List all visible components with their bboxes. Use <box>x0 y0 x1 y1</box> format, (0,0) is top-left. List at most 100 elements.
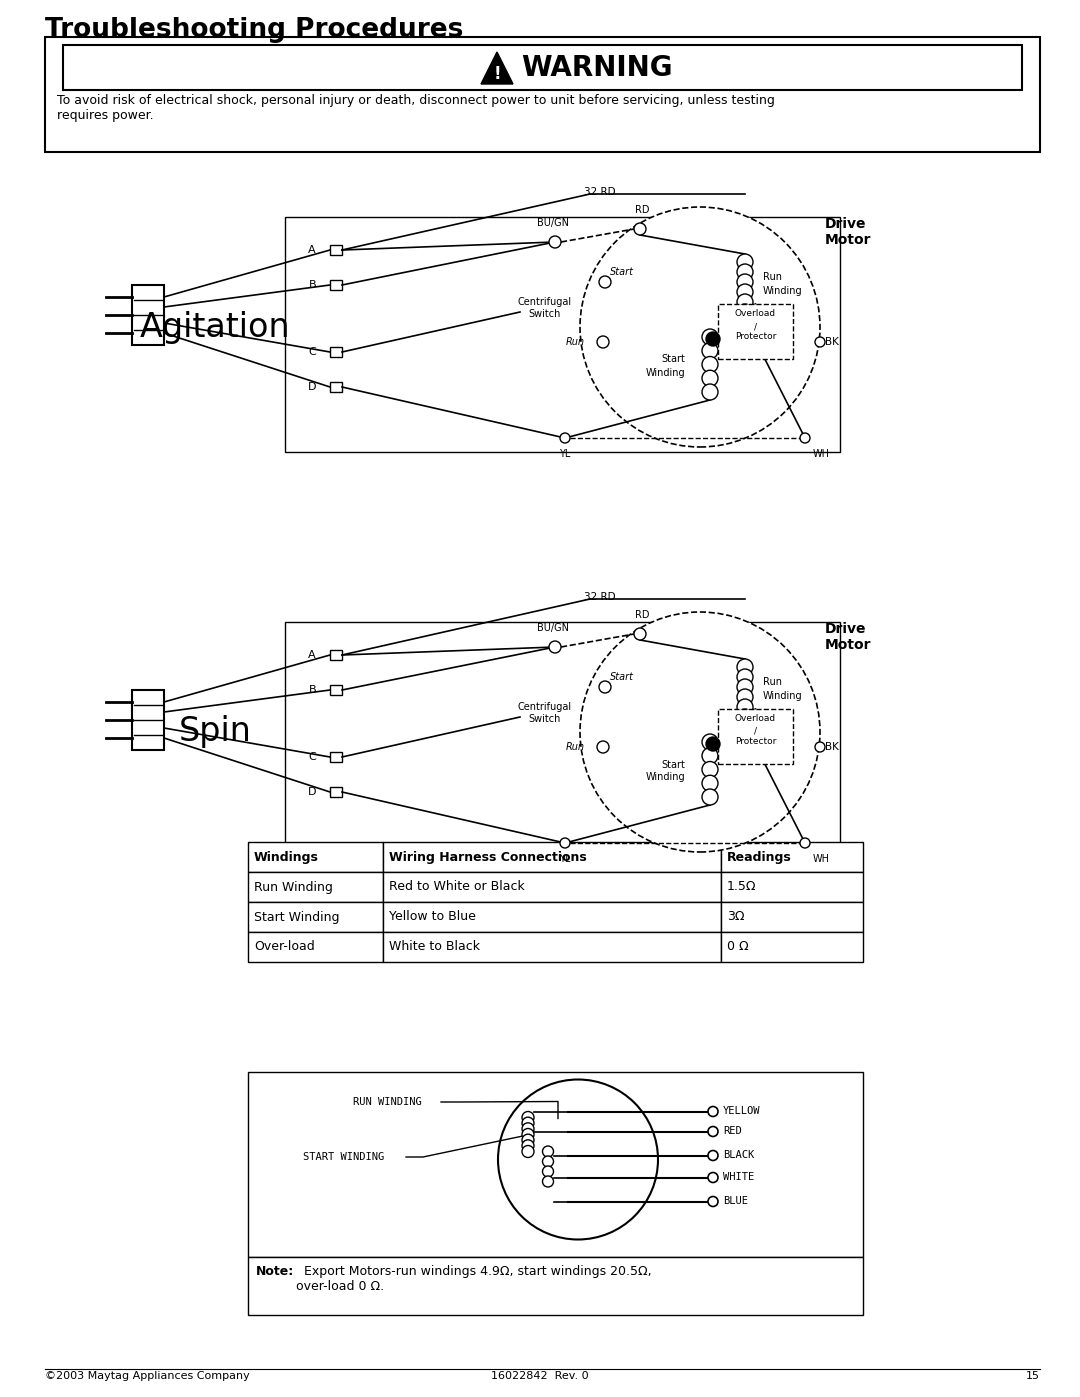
Text: Drive: Drive <box>825 217 866 231</box>
Bar <box>383 872 721 902</box>
Text: Winding: Winding <box>762 286 802 296</box>
Circle shape <box>702 747 718 764</box>
Circle shape <box>737 679 753 694</box>
Text: /: / <box>754 321 757 331</box>
Bar <box>248 902 383 932</box>
Circle shape <box>561 838 570 848</box>
Text: BU/GN: BU/GN <box>537 623 569 633</box>
Text: YL: YL <box>559 448 570 460</box>
Text: Overload: Overload <box>734 309 777 319</box>
Bar <box>330 787 342 798</box>
Text: A: A <box>309 650 316 659</box>
Circle shape <box>737 669 753 685</box>
Circle shape <box>737 710 753 725</box>
Circle shape <box>522 1140 534 1153</box>
Bar <box>285 622 840 856</box>
Circle shape <box>702 761 718 778</box>
Circle shape <box>737 293 753 310</box>
Text: Note:: Note: <box>256 1266 294 1278</box>
Bar <box>63 45 1022 89</box>
Bar <box>721 842 863 872</box>
Circle shape <box>708 1106 718 1116</box>
Bar <box>248 842 383 872</box>
Circle shape <box>542 1176 554 1187</box>
Text: 1.5Ω: 1.5Ω <box>727 880 756 894</box>
Circle shape <box>599 277 611 288</box>
Text: Agitation: Agitation <box>139 310 291 344</box>
Bar <box>718 710 793 764</box>
Circle shape <box>597 337 609 348</box>
Text: Export Motors-run windings 4.9Ω, start windings 20.5Ω,
over-load 0 Ω.: Export Motors-run windings 4.9Ω, start w… <box>296 1266 651 1294</box>
Circle shape <box>708 1151 718 1161</box>
Text: Red to White or Black: Red to White or Black <box>389 880 525 894</box>
Bar <box>721 932 863 963</box>
Text: Run: Run <box>566 742 584 752</box>
Bar <box>330 279 342 291</box>
Text: /: / <box>754 726 757 736</box>
Text: D: D <box>308 381 316 393</box>
Bar <box>383 842 721 872</box>
Circle shape <box>708 1172 718 1182</box>
Text: Start: Start <box>661 760 685 770</box>
Text: B: B <box>309 279 316 291</box>
Text: D: D <box>308 787 316 798</box>
Text: Start: Start <box>610 267 634 277</box>
Text: To avoid risk of electrical shock, personal injury or death, disconnect power to: To avoid risk of electrical shock, perso… <box>57 94 774 122</box>
Circle shape <box>702 733 718 750</box>
Circle shape <box>708 1196 718 1207</box>
Text: RUN WINDING: RUN WINDING <box>353 1097 422 1106</box>
Text: WH: WH <box>813 448 831 460</box>
Text: WHITE: WHITE <box>723 1172 754 1182</box>
Text: Wiring Harness Connections: Wiring Harness Connections <box>389 851 586 863</box>
Bar <box>718 305 793 359</box>
Text: Drive: Drive <box>825 622 866 636</box>
Bar <box>248 1257 863 1315</box>
Text: 0 Ω: 0 Ω <box>727 940 748 954</box>
Circle shape <box>702 370 718 386</box>
Text: Start: Start <box>610 672 634 682</box>
Text: Yellow to Blue: Yellow to Blue <box>389 911 476 923</box>
Circle shape <box>522 1134 534 1146</box>
Circle shape <box>815 337 825 346</box>
Text: 16022842  Rev. 0: 16022842 Rev. 0 <box>491 1370 589 1382</box>
Circle shape <box>737 305 753 320</box>
Bar <box>330 346 342 358</box>
Bar <box>285 217 840 453</box>
Text: Start: Start <box>661 355 685 365</box>
Circle shape <box>702 342 718 359</box>
Circle shape <box>599 680 611 693</box>
Text: C: C <box>308 752 316 761</box>
Text: 32 RD: 32 RD <box>584 592 616 602</box>
Circle shape <box>580 612 820 852</box>
Circle shape <box>542 1155 554 1166</box>
Circle shape <box>580 207 820 447</box>
Bar <box>330 752 342 761</box>
Text: RD: RD <box>635 610 649 620</box>
Text: Run: Run <box>762 678 782 687</box>
Bar <box>132 285 164 345</box>
Text: Overload: Overload <box>734 714 777 724</box>
Text: Winding: Winding <box>762 692 802 701</box>
Circle shape <box>737 274 753 291</box>
Text: B: B <box>309 685 316 694</box>
Text: WARNING: WARNING <box>521 54 673 82</box>
Circle shape <box>522 1146 534 1158</box>
Circle shape <box>737 698 753 715</box>
Text: Over-load: Over-load <box>254 940 314 954</box>
Bar <box>330 685 342 694</box>
Text: YL: YL <box>559 854 570 863</box>
Text: YELLOW: YELLOW <box>723 1106 760 1116</box>
Text: White to Black: White to Black <box>389 940 480 954</box>
Text: BU/GN: BU/GN <box>537 218 569 228</box>
Text: BLUE: BLUE <box>723 1196 748 1207</box>
Circle shape <box>542 1146 554 1157</box>
Text: BK: BK <box>825 742 839 752</box>
Circle shape <box>737 264 753 279</box>
Text: Windings: Windings <box>254 851 319 863</box>
Text: Switch: Switch <box>529 309 562 319</box>
Circle shape <box>702 384 718 400</box>
Bar <box>248 872 383 902</box>
Bar <box>248 932 383 963</box>
Bar <box>721 872 863 902</box>
Text: ©2003 Maytag Appliances Company: ©2003 Maytag Appliances Company <box>45 1370 249 1382</box>
